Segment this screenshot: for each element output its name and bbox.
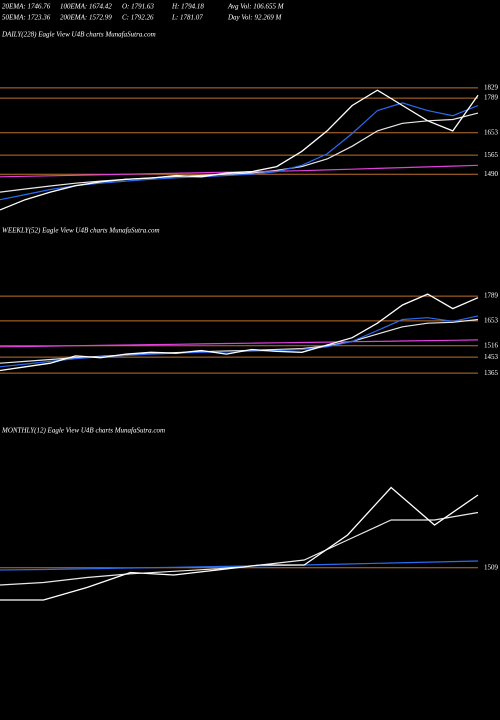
header-stat: 100EMA: 1674.42 bbox=[60, 3, 112, 11]
header-stat: 50EMA: 1723.36 bbox=[2, 14, 51, 22]
header-stat: H: 1794.18 bbox=[171, 3, 204, 11]
header-stat: C: 1792.26 bbox=[122, 14, 154, 22]
header-stat: Day Vol: 92.269 M bbox=[227, 14, 282, 22]
y-tick-label: 1565 bbox=[484, 151, 499, 159]
y-tick-label: 1509 bbox=[484, 563, 499, 571]
y-tick-label: 1789 bbox=[484, 292, 499, 300]
panel-title: WEEKLY(52) Eagle View U4B charts MunafaS… bbox=[2, 227, 160, 235]
series-line bbox=[0, 112, 479, 193]
series-line bbox=[0, 293, 479, 372]
series-line bbox=[0, 318, 479, 364]
y-tick-label: 1516 bbox=[484, 341, 499, 349]
panel-title: DAILY(228) Eagle View U4B charts MunafaS… bbox=[1, 31, 156, 39]
series-line bbox=[0, 339, 479, 348]
y-tick-label: 1789 bbox=[484, 94, 499, 102]
header-stat: L: 1781.07 bbox=[171, 14, 203, 22]
header-stat: 20EMA: 1746.76 bbox=[2, 3, 51, 11]
series-line bbox=[0, 89, 479, 211]
series-line bbox=[0, 560, 479, 571]
y-tick-label: 1653 bbox=[484, 316, 499, 324]
header-stat: Avg Vol: 106.655 M bbox=[227, 3, 285, 11]
series-line bbox=[0, 511, 479, 586]
y-tick-label: 1365 bbox=[484, 369, 499, 377]
series-line bbox=[0, 102, 479, 201]
y-tick-label: 1490 bbox=[484, 170, 499, 178]
panel-title: MONTHLY(12) Eagle View U4B charts Munafa… bbox=[1, 427, 165, 435]
header-stat: O: 1791.63 bbox=[122, 3, 154, 11]
y-tick-label: 1653 bbox=[484, 128, 499, 136]
y-tick-label: 1453 bbox=[484, 353, 499, 361]
y-tick-label: 1829 bbox=[484, 84, 499, 92]
series-line bbox=[0, 486, 479, 601]
header-stat: 200EMA: 1572.99 bbox=[60, 14, 112, 22]
